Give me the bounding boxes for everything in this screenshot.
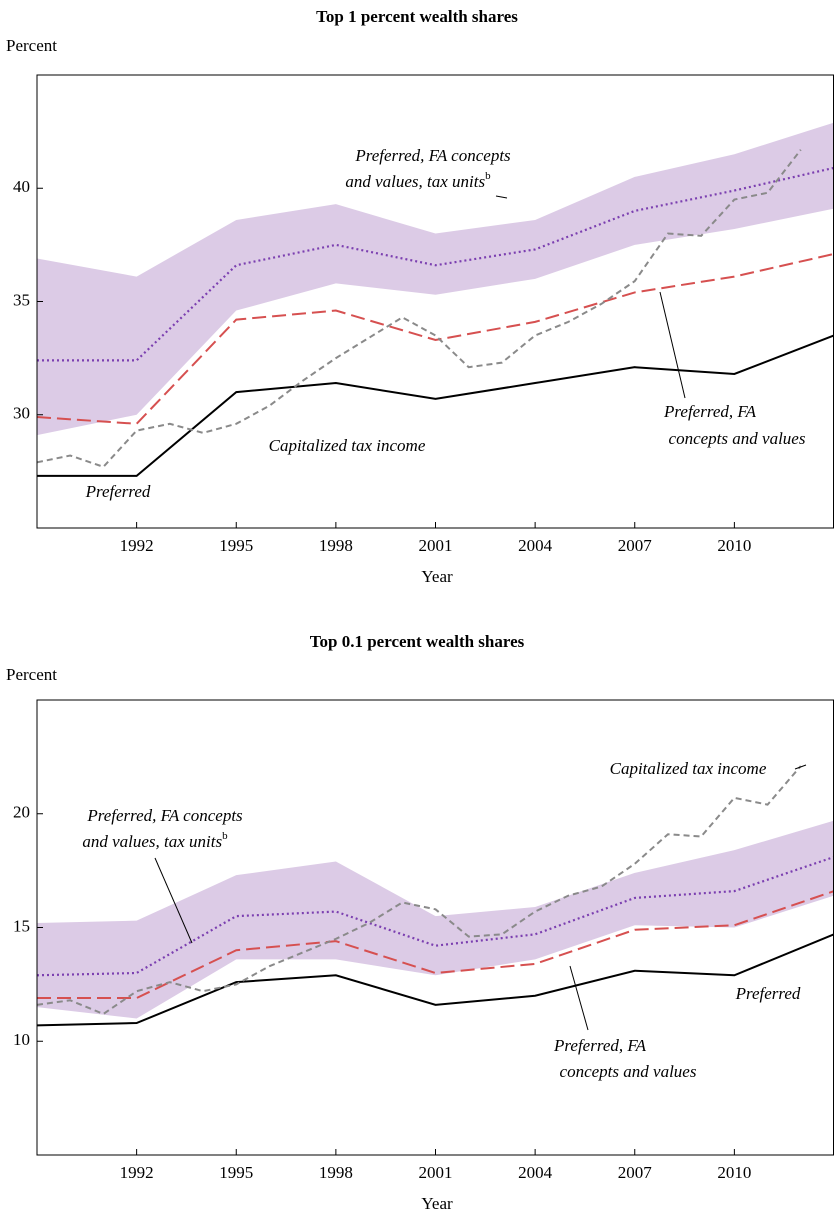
series-annotation: Preferred, FA [553, 1036, 647, 1055]
annotation-text: and values, tax units [82, 832, 222, 851]
y-axis-label: Percent [6, 665, 57, 684]
annotation-text: Preferred, FA concepts [86, 806, 243, 825]
annotation-text: Preferred, FA [663, 402, 757, 421]
x-tick-label: 1992 [120, 1163, 154, 1182]
x-axis-label: Year [421, 567, 453, 586]
series-annotation: Preferred, FA [663, 402, 757, 421]
series-annotation: Preferred, FA concepts [86, 806, 243, 825]
y-tick-label: 35 [13, 290, 30, 309]
series-line [36, 252, 834, 425]
series-line [36, 933, 834, 1027]
annotation-text: Preferred [85, 482, 151, 501]
y-tick-label: 20 [13, 803, 30, 822]
confidence-band [37, 820, 834, 1019]
x-tick-label: 1998 [319, 536, 353, 555]
series-annotation: Preferred [85, 482, 151, 501]
x-tick-label: 2010 [717, 1163, 751, 1182]
x-axis-label: Year [421, 1194, 453, 1213]
confidence-band [37, 122, 834, 436]
annotation-text: Capitalized tax income [269, 436, 426, 455]
x-tick-label: 2010 [717, 536, 751, 555]
annotation-text: Preferred, FA concepts [354, 146, 511, 165]
series-line [37, 890, 834, 1000]
annotation-leader [659, 291, 686, 399]
annotation-text: Capitalized tax income [610, 759, 767, 778]
y-tick-label: 30 [13, 404, 30, 423]
x-tick-label: 1998 [319, 1163, 353, 1182]
y-tick-label: 10 [13, 1030, 30, 1049]
x-tick-label: 1995 [219, 536, 253, 555]
series-annotation: and values, tax unitsb [345, 170, 491, 191]
series-line [36, 149, 802, 469]
annotation-leader [794, 764, 807, 770]
chart-title: Top 1 percent wealth shares [316, 7, 518, 26]
annotation-leader [495, 195, 508, 199]
series-annotation: concepts and values [560, 1062, 697, 1081]
series-annotation: Preferred, FA concepts [354, 146, 511, 165]
series-annotation: concepts and values [669, 429, 806, 448]
x-tick-label: 2004 [518, 536, 553, 555]
series-line [36, 765, 802, 1016]
annotation-leader [569, 965, 589, 1031]
annotation-superscript: b [485, 170, 491, 182]
y-tick-label: 15 [13, 916, 30, 935]
series-line [37, 166, 834, 362]
annotation-text: and values, tax units [345, 172, 485, 191]
series-line [37, 334, 834, 477]
x-tick-label: 2007 [618, 1163, 653, 1182]
annotation-text: concepts and values [669, 429, 806, 448]
x-tick-label: 2001 [419, 1163, 453, 1182]
y-axis-label: Percent [6, 36, 57, 55]
y-tick-label: 40 [13, 177, 30, 196]
series-annotation: Preferred [735, 984, 801, 1003]
x-tick-label: 2007 [618, 536, 653, 555]
annotation-superscript: b [222, 830, 228, 842]
x-tick-label: 1995 [219, 1163, 253, 1182]
annotation-text: concepts and values [560, 1062, 697, 1081]
x-tick-label: 2001 [419, 536, 453, 555]
x-tick-label: 2004 [518, 1163, 553, 1182]
annotation-text: Preferred [735, 984, 801, 1003]
annotation-leader [154, 857, 193, 944]
series-annotation: and values, tax unitsb [82, 830, 228, 851]
x-tick-label: 1992 [120, 536, 154, 555]
annotation-text: Preferred, FA [553, 1036, 647, 1055]
series-annotation: Capitalized tax income [610, 759, 767, 778]
chart-title: Top 0.1 percent wealth shares [310, 632, 525, 651]
series-annotation: Capitalized tax income [269, 436, 426, 455]
